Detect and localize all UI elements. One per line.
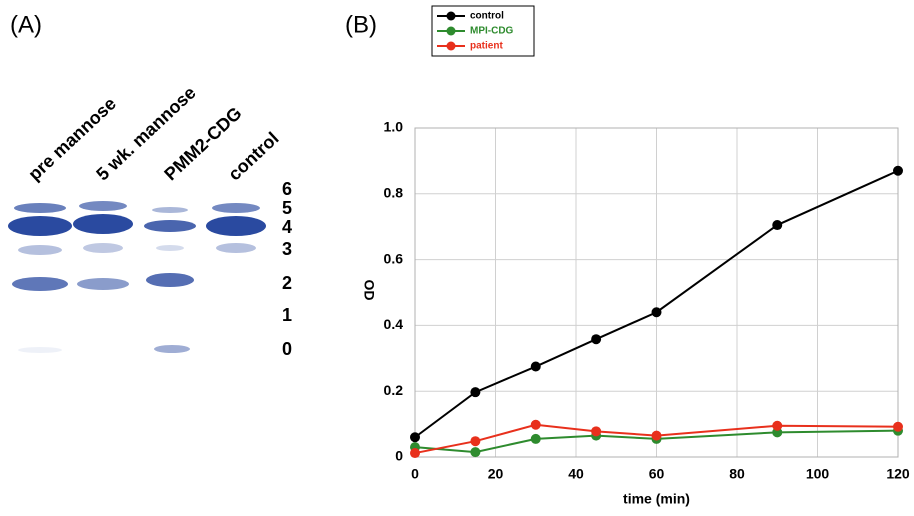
gel-band — [12, 277, 68, 291]
legend-label: patient — [470, 41, 503, 52]
legend-marker — [447, 27, 456, 36]
data-point — [531, 434, 541, 444]
data-point — [531, 420, 541, 430]
band-label: 2 — [282, 273, 292, 293]
x-tick-label: 120 — [886, 466, 910, 482]
band-label: 5 — [282, 198, 292, 218]
x-tick-label: 60 — [649, 466, 665, 482]
data-point — [652, 431, 662, 441]
data-point — [470, 387, 480, 397]
x-tick-label: 20 — [488, 466, 504, 482]
data-point — [470, 447, 480, 457]
gel-band — [18, 245, 62, 255]
line-chart: 0 20 40 60 80 100 120 0 0.2 0.4 0.6 0.8 1.0 time (min… — [361, 6, 910, 507]
gel-band — [18, 347, 62, 353]
data-point — [470, 436, 480, 446]
x-axis-label: time (min) — [623, 491, 690, 507]
page: (A) (B) pre mannose5 wk. mannosePMM2-CDG… — [0, 0, 914, 516]
data-point — [531, 362, 541, 372]
gel-band — [212, 203, 260, 213]
panel-label: (B) — [345, 11, 377, 38]
x-tick-label: 40 — [568, 466, 584, 482]
y-tick-label: 0.8 — [384, 185, 404, 201]
data-point — [591, 426, 601, 436]
gel-band — [216, 243, 256, 253]
band-label: 1 — [282, 305, 292, 325]
band-label: 6 — [282, 179, 292, 199]
gel-band — [79, 201, 127, 211]
lane-label: control — [224, 128, 282, 184]
panel-label: (A) — [10, 11, 42, 38]
gel-band — [154, 345, 190, 353]
gel-band — [156, 245, 184, 251]
data-point — [410, 432, 420, 442]
gel-band — [152, 207, 188, 213]
data-point — [772, 421, 782, 431]
gel-band — [77, 278, 129, 290]
x-tick-label: 100 — [806, 466, 830, 482]
x-tick-label: 0 — [411, 466, 419, 482]
figure: (A) (B) pre mannose5 wk. mannosePMM2-CDG… — [0, 0, 914, 511]
data-point — [893, 166, 903, 176]
y-tick-label: 1.0 — [384, 119, 404, 135]
gel-band — [83, 243, 123, 253]
band-label: 0 — [282, 339, 292, 359]
gel-band — [146, 273, 194, 287]
y-tick-label: 0 — [395, 448, 403, 464]
y-tick-label: 0.2 — [384, 382, 404, 398]
y-tick-label: 0.6 — [384, 250, 404, 266]
gel-band — [206, 216, 266, 236]
legend-label: control — [470, 11, 504, 22]
data-point — [893, 422, 903, 432]
band-label: 3 — [282, 239, 292, 259]
gel-band — [144, 220, 196, 232]
data-point — [591, 334, 601, 344]
data-point — [772, 220, 782, 230]
gel — [8, 201, 266, 353]
x-tick-label: 80 — [729, 466, 745, 482]
legend-label: MPI-CDG — [470, 26, 514, 37]
gel-band — [8, 216, 72, 236]
gel-band — [73, 214, 133, 234]
gel-band — [14, 203, 66, 213]
band-label: 4 — [282, 217, 292, 237]
legend-marker — [447, 42, 456, 51]
y-tick-label: 0.4 — [384, 316, 404, 332]
y-axis-label: OD — [361, 280, 377, 301]
legend-marker — [447, 12, 456, 21]
data-point — [410, 448, 420, 458]
data-point — [652, 307, 662, 317]
